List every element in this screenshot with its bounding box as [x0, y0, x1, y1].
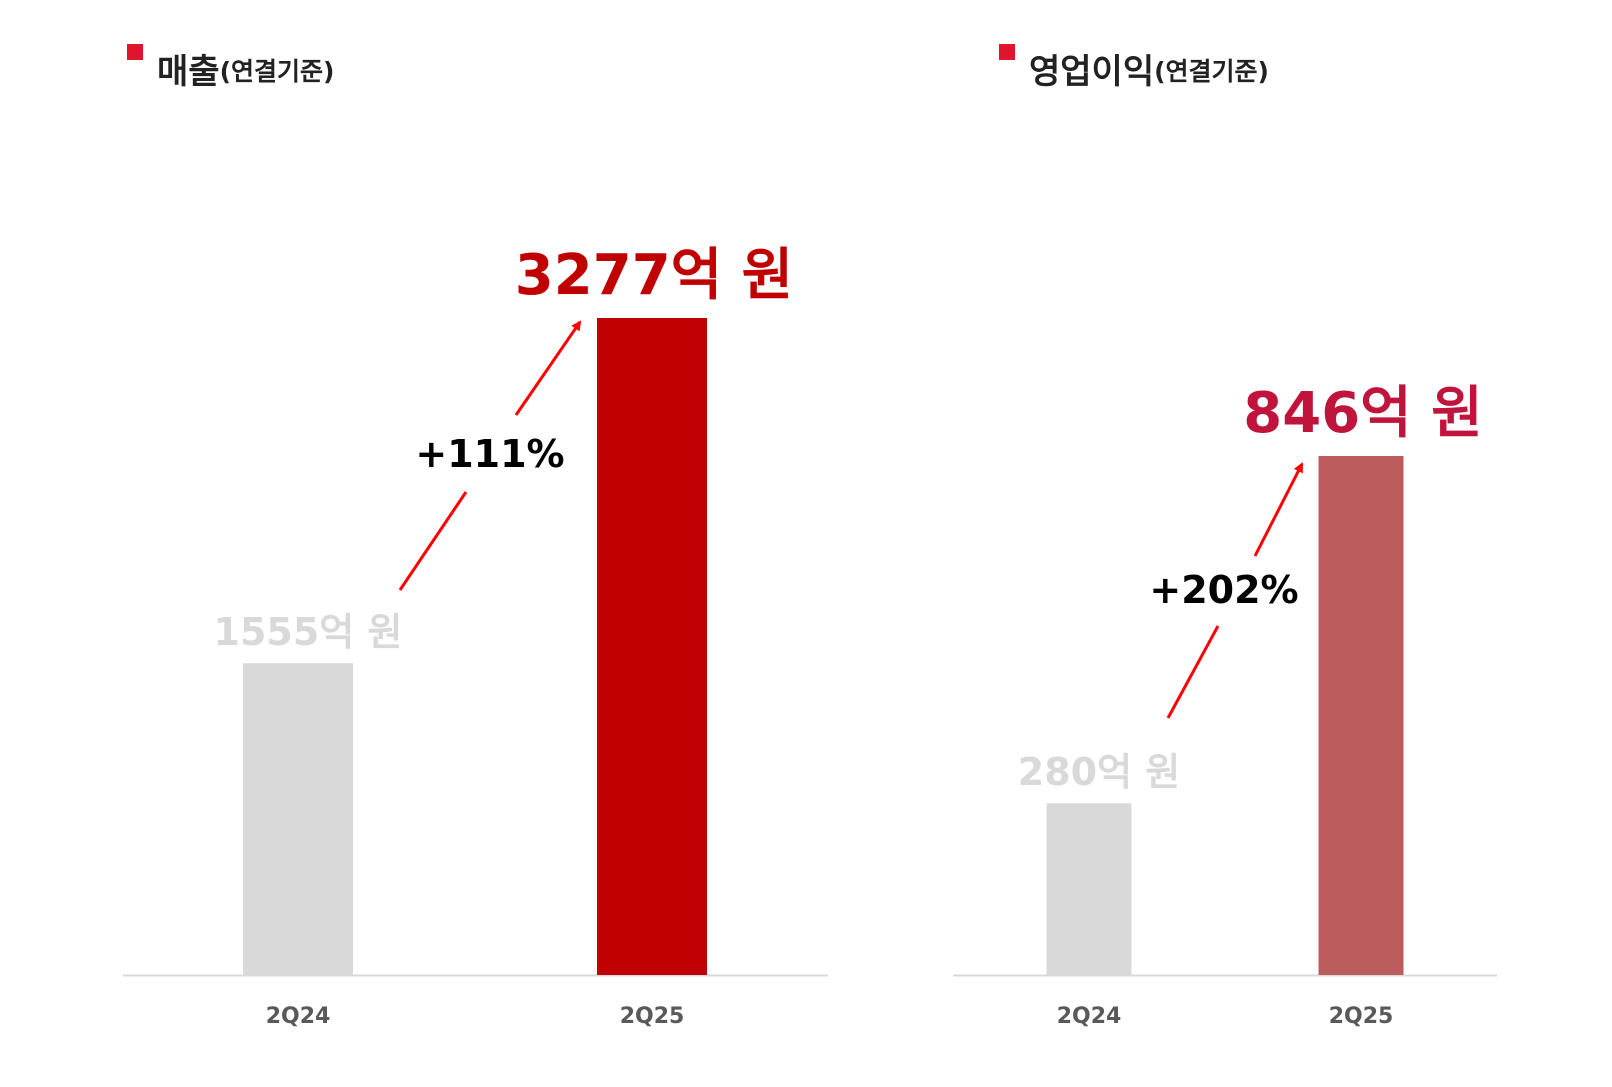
x-tick-label: 2Q24 — [266, 1004, 331, 1029]
growth-arrow-icon — [514, 320, 582, 416]
title-marker-icon — [127, 44, 143, 60]
revenue-chart-panel: 매출 (연결기준) 1555억 원 2Q24 3277억 원 2Q25 +111% — [123, 44, 828, 1029]
growth-arrow-tail — [1166, 625, 1220, 719]
revenue-bar-chart: 1555억 원 2Q24 3277억 원 2Q25 +111% — [123, 243, 828, 1029]
value-label-2q24: 1555억 원 — [214, 610, 403, 654]
revenue-chart-title: 매출 (연결기준) — [127, 44, 335, 92]
bar-2q24 — [243, 663, 353, 975]
bar-2q25 — [1318, 456, 1404, 975]
bar-2q25 — [597, 318, 707, 975]
growth-rate-label: +202% — [1149, 568, 1298, 612]
value-label-2q24: 280억 원 — [1018, 750, 1180, 794]
growth-arrow-icon — [1253, 462, 1304, 557]
growth-rate-label: +111% — [415, 432, 564, 476]
value-label-2q25: 846억 원 — [1243, 381, 1482, 446]
operating-profit-chart-title: 영업이익 (연결기준) — [999, 44, 1269, 92]
chart-title: 매출 — [157, 52, 220, 92]
title-marker-icon — [999, 44, 1015, 60]
chart-title: 영업이익 — [1029, 52, 1155, 92]
x-tick-label: 2Q25 — [1329, 1004, 1394, 1029]
x-tick-label: 2Q25 — [620, 1004, 685, 1029]
x-tick-label: 2Q24 — [1057, 1004, 1122, 1029]
bar-2q24 — [1046, 803, 1132, 975]
growth-arrow-tail — [398, 491, 468, 591]
chart-subtitle: (연결기준) — [219, 57, 335, 86]
value-label-2q25: 3277억 원 — [515, 243, 793, 308]
chart-subtitle: (연결기준) — [1154, 57, 1269, 86]
